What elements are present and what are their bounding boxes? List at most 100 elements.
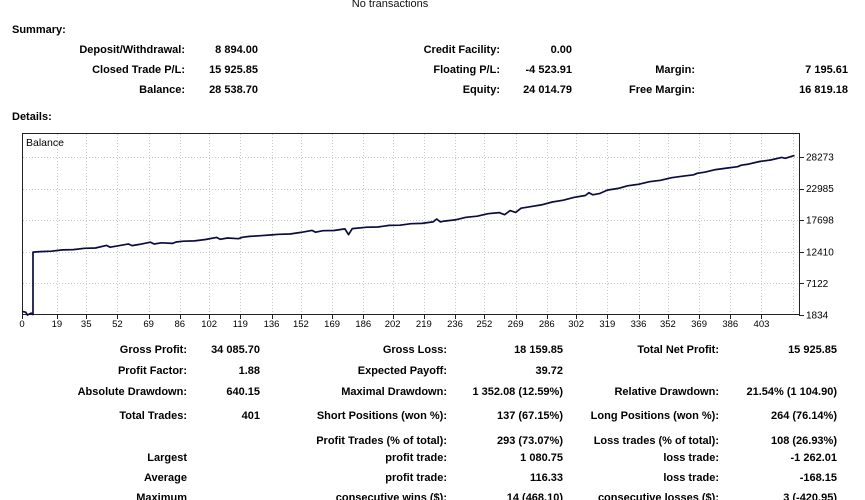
stats-table-extremes: Largest profit trade: 1 080.75 loss trade: -… bbox=[0, 448, 837, 500]
value-cell: 28 538.70 bbox=[209, 84, 258, 96]
value-cell bbox=[187, 468, 260, 488]
x-axis-label: 386 bbox=[722, 319, 738, 330]
value-cell: 8 894.00 bbox=[215, 44, 258, 56]
value-cell: 34 085.70 bbox=[211, 344, 260, 356]
label-cell: Margin: bbox=[655, 64, 695, 76]
x-axis-label: 403 bbox=[754, 319, 770, 330]
y-axis-label: 7122 bbox=[806, 279, 829, 290]
label-cell: Average bbox=[143, 472, 187, 484]
label-cell: consecutive wins ($): bbox=[335, 492, 447, 500]
value-cell: 116.33 bbox=[529, 472, 563, 484]
value-cell: 24 014.79 bbox=[523, 84, 572, 96]
value-cell: 7 195.61 bbox=[805, 64, 848, 76]
x-axis-label: 19 bbox=[52, 319, 63, 330]
summary-table: Deposit/Withdrawal: 8 894.00 Credit Facili… bbox=[0, 40, 848, 100]
value-cell: 108 (26.93%) bbox=[770, 435, 837, 447]
x-axis-label: 202 bbox=[385, 319, 401, 330]
value-cell bbox=[187, 448, 260, 468]
label-cell: consecutive losses ($): bbox=[597, 492, 719, 500]
x-axis-label: 35 bbox=[81, 319, 92, 330]
value-cell: 1 080.75 bbox=[520, 452, 563, 464]
x-axis-label: 286 bbox=[539, 319, 555, 330]
value-cell: 293 (73.07%) bbox=[496, 435, 563, 447]
x-axis-label: 269 bbox=[508, 319, 524, 330]
label-cell: profit trade: bbox=[385, 472, 447, 484]
x-axis-label: 352 bbox=[660, 319, 676, 330]
x-axis-label: 236 bbox=[447, 319, 463, 330]
label-cell: Credit Facility: bbox=[423, 44, 500, 56]
label-cell: Expected Payoff: bbox=[357, 365, 447, 377]
x-axis-label: 302 bbox=[568, 319, 584, 330]
x-axis-label: 0 bbox=[19, 319, 24, 330]
value-cell: 15 925.85 bbox=[209, 64, 258, 76]
label-cell: Long Positions (won %): bbox=[590, 410, 719, 422]
y-axis-label: 22985 bbox=[806, 184, 834, 195]
value-cell bbox=[695, 40, 848, 60]
label-cell: Maximal Drawdown: bbox=[341, 386, 447, 398]
label-cell: Balance: bbox=[139, 84, 185, 96]
x-axis-label: 52 bbox=[112, 319, 123, 330]
label-cell: Maximum bbox=[136, 492, 187, 500]
x-axis-label: 369 bbox=[691, 319, 707, 330]
label-cell: loss trade: bbox=[663, 472, 719, 484]
value-cell: -4 523.91 bbox=[525, 64, 572, 76]
x-axis-label: 119 bbox=[233, 319, 248, 330]
value-cell: 18 159.85 bbox=[514, 344, 563, 356]
x-axis-label: 219 bbox=[416, 319, 432, 330]
x-axis-label: 319 bbox=[599, 319, 615, 330]
value-cell: 401 bbox=[241, 410, 260, 422]
label-cell bbox=[563, 361, 719, 382]
value-cell: 14 (468.10) bbox=[506, 492, 563, 500]
balance-chart-svg: Balance 0 19 35 52 69 86 102 119 136 152 169 186 202 2… bbox=[19, 133, 834, 330]
no-transactions-note: No transactions bbox=[351, 0, 429, 10]
value-cell: -1 262.01 bbox=[790, 452, 837, 464]
label-cell: Gross Loss: bbox=[382, 344, 447, 356]
details-heading: Details: bbox=[12, 111, 52, 123]
y-axis-label: 17698 bbox=[806, 216, 834, 227]
label-cell: Short Positions (won %): bbox=[316, 410, 447, 422]
y-axis-label: 12410 bbox=[806, 247, 834, 258]
value-cell: 39.72 bbox=[535, 365, 563, 377]
value-cell: 1 352.08 (12.59%) bbox=[472, 386, 563, 398]
label-cell: Profit Factor: bbox=[117, 365, 187, 377]
label-cell: Gross Profit: bbox=[119, 344, 187, 356]
x-axis-label: 136 bbox=[264, 319, 280, 330]
stats-table-trades: Total Trades: 401 Short Positions (won %):… bbox=[0, 404, 837, 454]
balance-line bbox=[21, 154, 795, 316]
value-cell: 264 (76.14%) bbox=[770, 410, 837, 422]
value-cell: -168.15 bbox=[799, 472, 837, 484]
x-axis-label: 102 bbox=[201, 319, 217, 330]
label-cell: Total Net Profit: bbox=[637, 344, 719, 356]
label-cell: Free Margin: bbox=[628, 84, 695, 96]
value-cell: 15 925.85 bbox=[788, 344, 837, 356]
value-cell: 1.88 bbox=[238, 365, 260, 377]
x-axis-label: 152 bbox=[293, 319, 309, 330]
label-cell: Deposit/Withdrawal: bbox=[79, 44, 185, 56]
x-axis-label: 69 bbox=[143, 319, 154, 330]
balance-chart: Balance 0 19 35 52 69 86 102 119 136 152 169 186 202 2… bbox=[19, 133, 865, 331]
chart-legend-balance: Balance bbox=[26, 137, 64, 149]
label-cell: Largest bbox=[147, 452, 187, 464]
label-cell: Equity: bbox=[462, 84, 500, 96]
y-axis-label: 28273 bbox=[806, 152, 834, 163]
y-axis-label: 1834 bbox=[806, 311, 829, 322]
label-cell: Loss trades (% of total): bbox=[593, 435, 719, 447]
value-cell bbox=[187, 488, 260, 500]
label-cell: Total Trades: bbox=[119, 410, 187, 422]
x-axis-label: 252 bbox=[476, 319, 492, 330]
summary-heading: Summary: bbox=[12, 24, 66, 36]
x-axis-label: 169 bbox=[324, 319, 340, 330]
label-cell bbox=[572, 40, 695, 60]
label-cell: Closed Trade P/L: bbox=[92, 64, 185, 76]
label-cell: Profit Trades (% of total): bbox=[316, 435, 447, 447]
stats-table-profit: Gross Profit: 34 085.70 Gross Loss: 18 159.… bbox=[0, 340, 837, 403]
label-cell: Relative Drawdown: bbox=[614, 386, 719, 398]
value-cell bbox=[719, 361, 837, 382]
x-axis-label: 86 bbox=[175, 319, 186, 330]
value-cell: 0.00 bbox=[550, 44, 572, 56]
label-cell: Floating P/L: bbox=[433, 64, 500, 76]
value-cell: 21.54% (1 104.90) bbox=[746, 386, 837, 398]
value-cell: 137 (67.15%) bbox=[496, 410, 563, 422]
value-cell: 640.15 bbox=[226, 386, 260, 398]
